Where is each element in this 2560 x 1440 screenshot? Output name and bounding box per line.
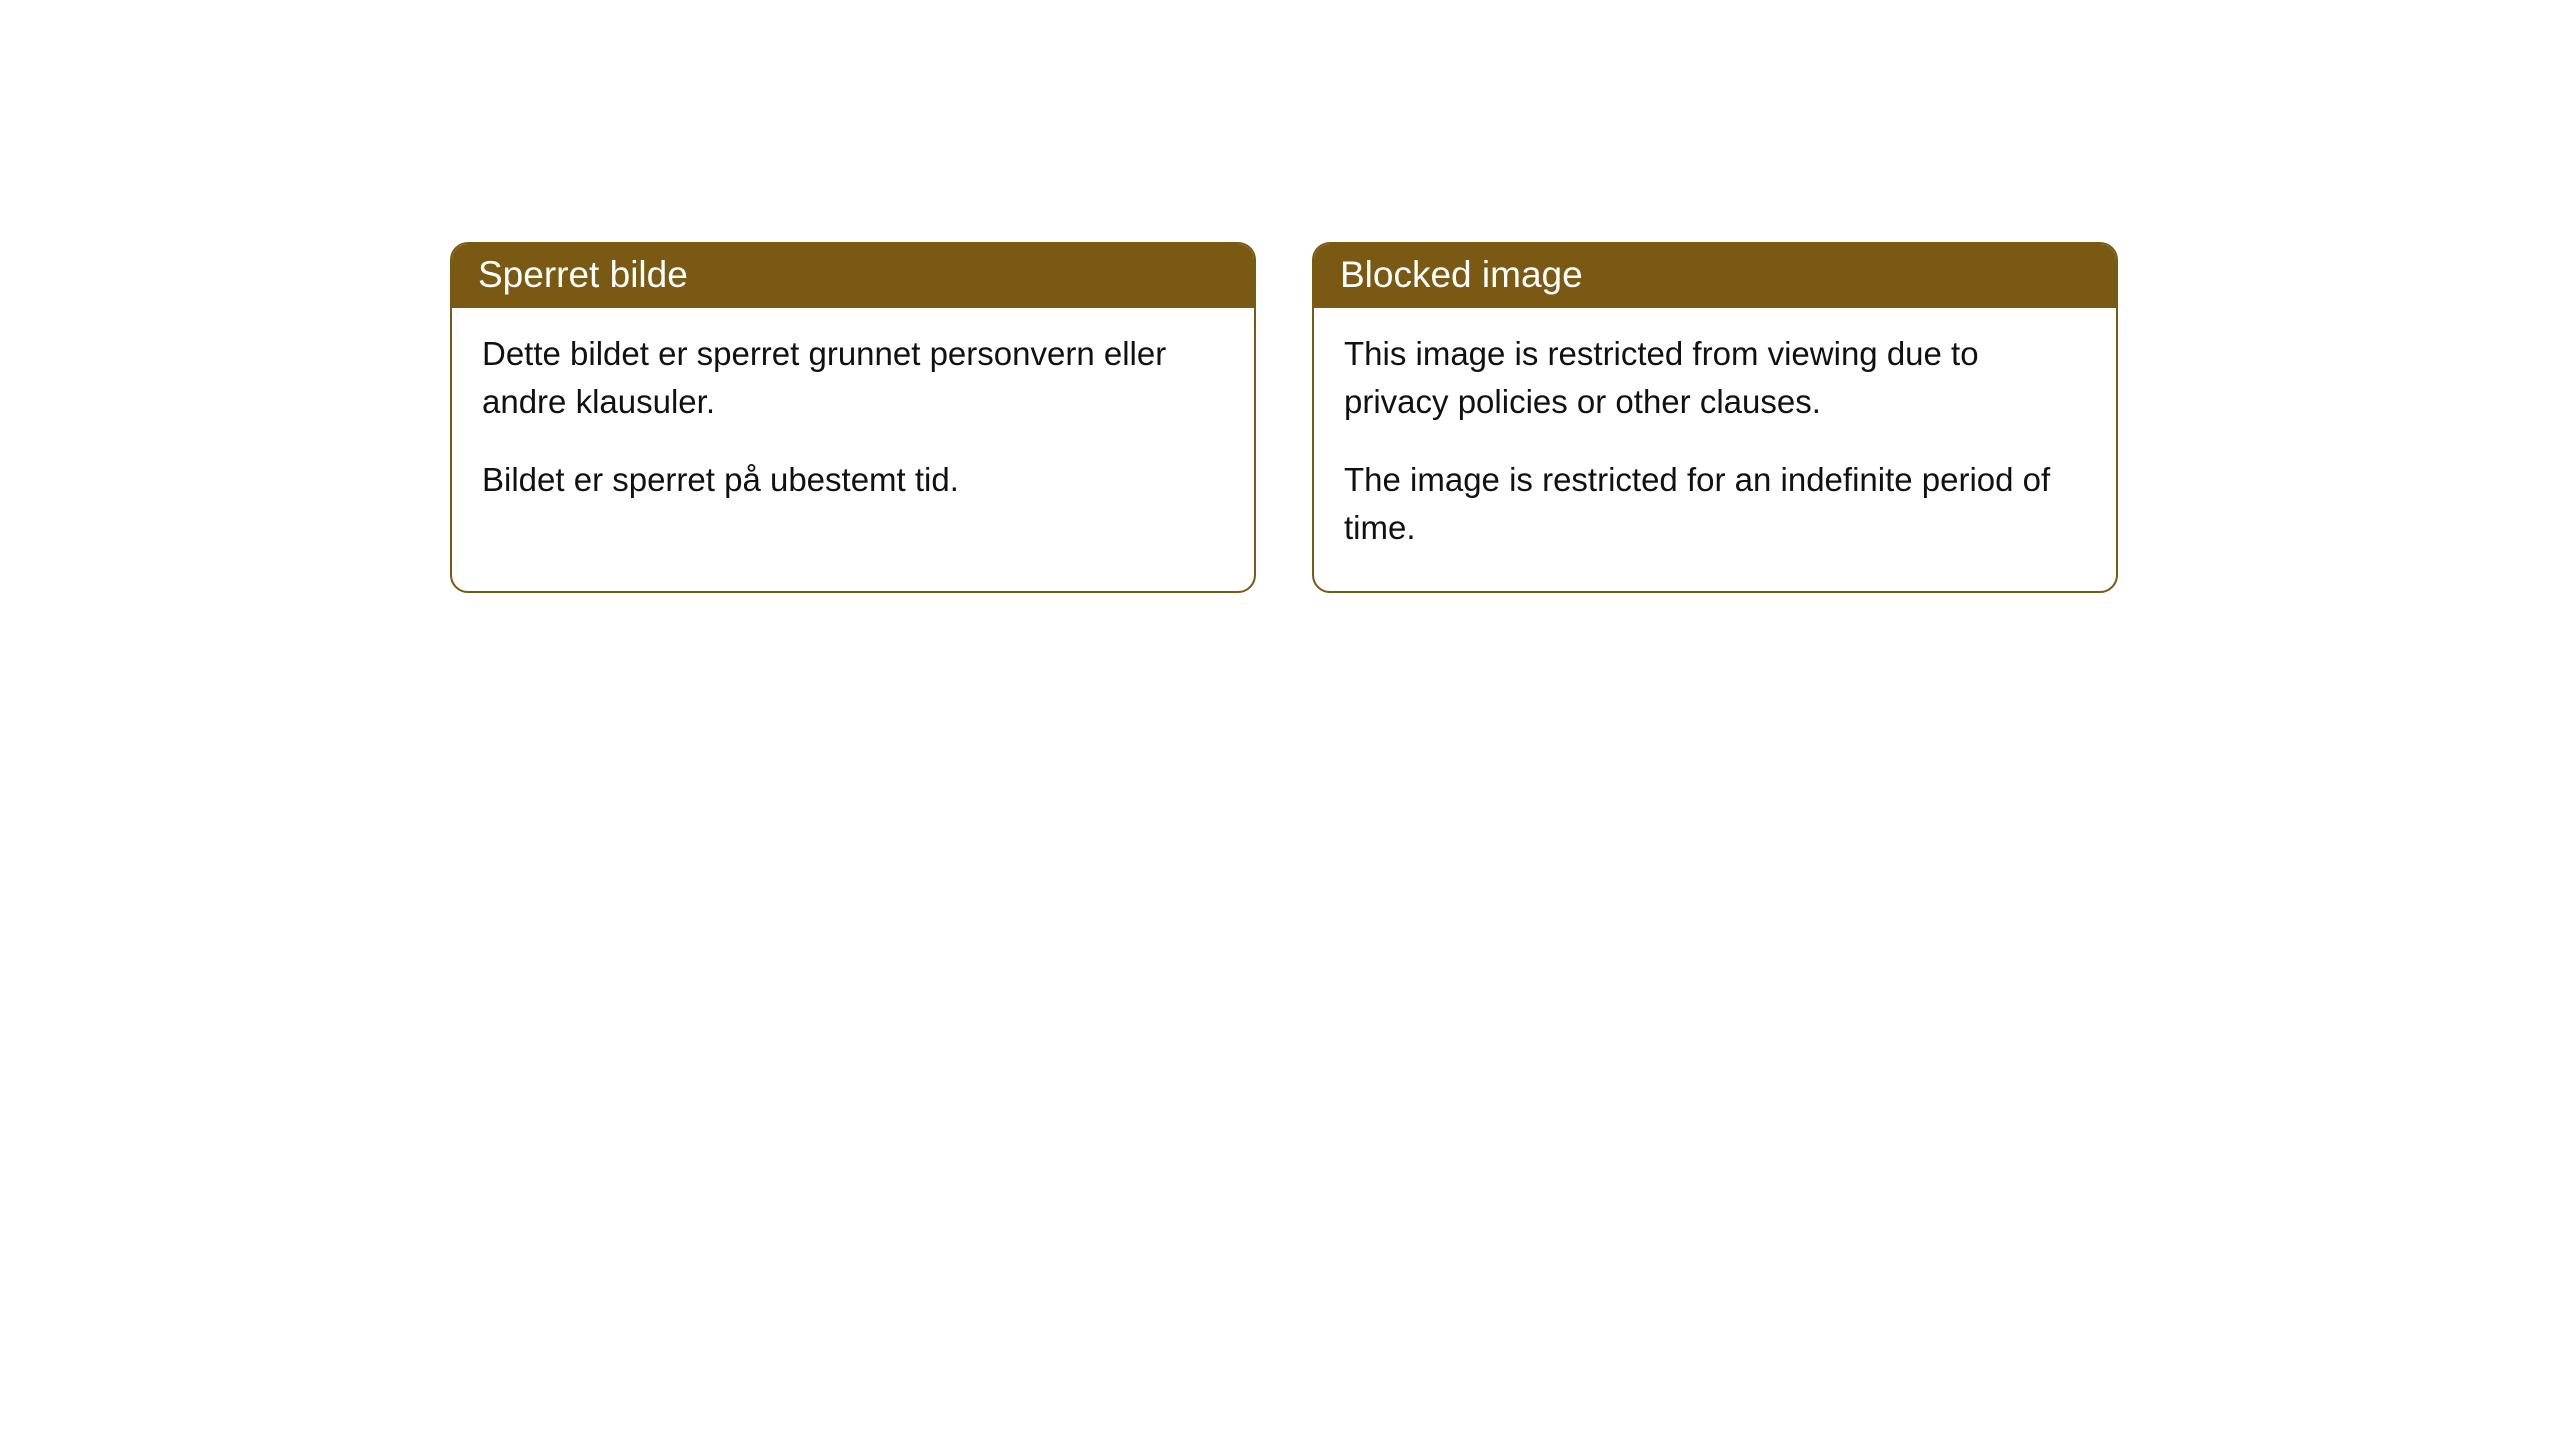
card-body-norwegian: Dette bildet er sperret grunnet personve… [452, 308, 1254, 544]
card-norwegian: Sperret bilde Dette bildet er sperret gr… [450, 242, 1256, 593]
card-header-norwegian: Sperret bilde [452, 244, 1254, 308]
cards-container: Sperret bilde Dette bildet er sperret gr… [450, 242, 2118, 593]
card-para1-norwegian: Dette bildet er sperret grunnet personve… [482, 330, 1224, 426]
card-para2-english: The image is restricted for an indefinit… [1344, 456, 2086, 552]
card-header-english: Blocked image [1314, 244, 2116, 308]
card-body-english: This image is restricted from viewing du… [1314, 308, 2116, 591]
card-para2-norwegian: Bildet er sperret på ubestemt tid. [482, 456, 1224, 504]
card-para1-english: This image is restricted from viewing du… [1344, 330, 2086, 426]
card-english: Blocked image This image is restricted f… [1312, 242, 2118, 593]
